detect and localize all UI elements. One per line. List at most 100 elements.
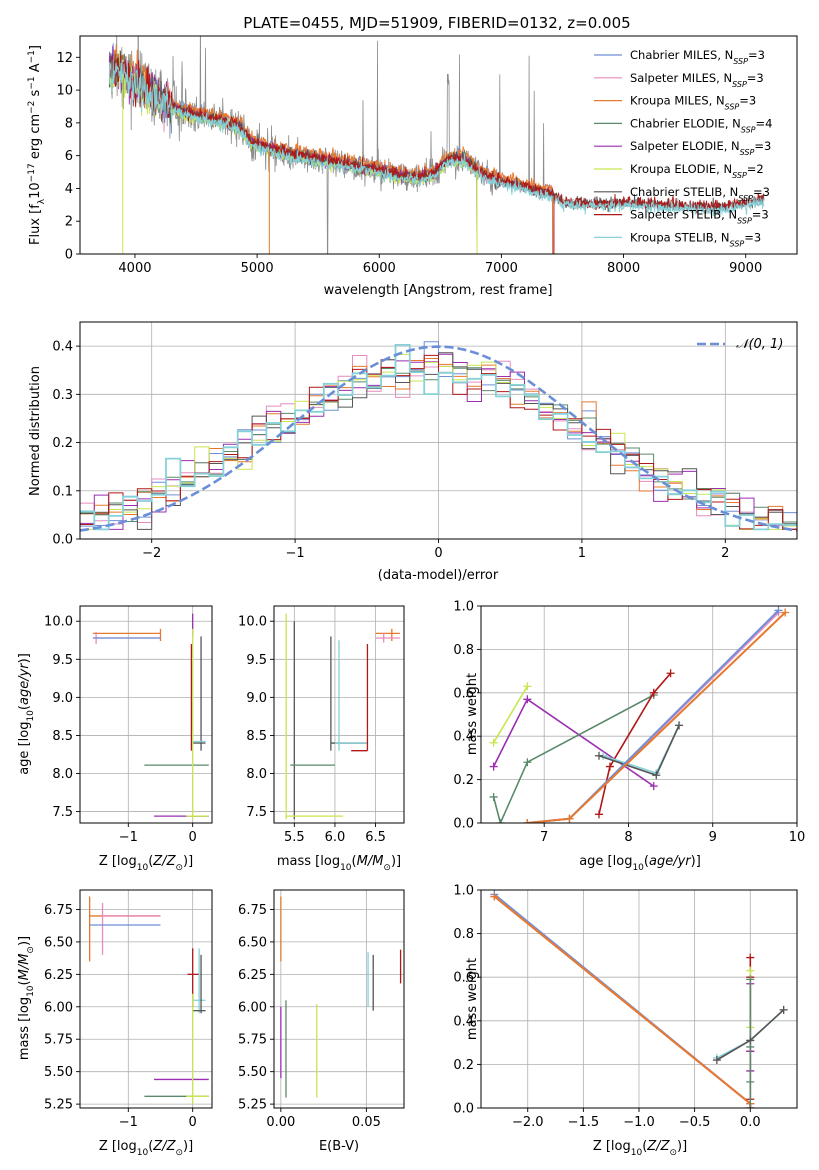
errorbar-kroupa-miles (92, 628, 162, 642)
legend-label-text: Chabrier MILES, N (630, 48, 733, 62)
legend-label-n: =3 (748, 48, 765, 62)
y-tick-label: 9.5 (246, 653, 267, 668)
x-axis-label: mass [log10(M/M⊙)] (277, 854, 401, 873)
y-tick-label: 6.25 (238, 968, 267, 983)
label-part: A (28, 63, 43, 76)
x-tick-label: −1 (119, 1115, 138, 1130)
label-part: 10 (28, 182, 43, 199)
x-tick-label: −2 (142, 546, 161, 561)
y-axis-label: mass weight (465, 958, 480, 1040)
legend-label-sub: SSP (733, 57, 748, 66)
normal-distribution-curve (80, 345, 797, 532)
label-part: Z [log (99, 1139, 137, 1154)
y-tick-label: 9.0 (52, 691, 73, 706)
z-weight-plot-area (490, 890, 788, 1108)
legend-label-text: Salpeter ELODIE, N (630, 139, 740, 153)
label-part: −1 (27, 50, 37, 63)
series-marker-chabrier_stelib (594, 751, 603, 760)
x-tick-label: 0 (189, 1115, 197, 1130)
y-tick-label: 0.0 (453, 1102, 474, 1117)
label-part: Z [log (99, 854, 137, 869)
errorbar-salpeter-miles (101, 902, 161, 955)
label-part: ( (352, 854, 357, 869)
model-spectrum-kroupa_stelib (108, 59, 765, 217)
label-part: −1 (27, 76, 37, 89)
age-weight-plot-area (489, 606, 790, 823)
series-marker-chabrier_miles (774, 606, 783, 615)
y-tick-label: 5.50 (44, 1065, 73, 1080)
x-axis-label: age [log10(age/yr)] (579, 854, 701, 873)
axes-frame (480, 605, 798, 824)
series-marker-chabrier_stelib (779, 1005, 788, 1014)
errorbar-kroupa-stelib (192, 948, 206, 1014)
y-tick-label: 8.5 (52, 729, 73, 744)
y-tick-label: 6.50 (44, 935, 73, 950)
axes-frame (79, 321, 798, 540)
z-mass-plot-area (89, 896, 209, 1105)
y-axis-label: age [log10(age/yr)] (17, 653, 36, 775)
errorbar-salpeter-stelib (351, 644, 369, 752)
axes-frame (79, 35, 798, 255)
y-tick-label: 2 (65, 215, 73, 230)
y-tick-label: 0.2 (453, 773, 474, 788)
x-tick-label: −1 (286, 546, 305, 561)
x-axis-label: E(B-V) (319, 1139, 359, 1154)
label-part: −17 (27, 163, 37, 182)
errorbar-salpeter-miles (375, 632, 400, 643)
y-tick-label: 0.2 (52, 436, 73, 451)
label-part: )] (17, 936, 32, 946)
label-part: ⊙ (669, 1148, 677, 1158)
series-marker-kroupa_miles (781, 608, 790, 617)
series-line-salpeter_elodie (492, 698, 655, 787)
y-tick-label: 6.25 (44, 968, 73, 983)
series-marker-chabrier_stelib (746, 1036, 755, 1045)
y-tick-label: 8.0 (246, 767, 267, 782)
y-tick-label: 0.1 (52, 484, 73, 499)
y-tick-label: 0.0 (453, 817, 474, 832)
label-part: 10 (26, 710, 36, 722)
y-tick-label: 7.5 (246, 805, 267, 820)
x-tick-label: −1.0 (623, 1115, 655, 1130)
axes-frame (79, 605, 213, 824)
legend-label-n: =3 (739, 94, 756, 108)
ebv-mass-plot-area (280, 896, 402, 1098)
z-mass-axes: −1 05.255.505.756.006.256.506.75Z [log10(… (17, 889, 213, 1158)
series-marker-chabrier_elodie (523, 758, 532, 767)
series-marker-kroupa_miles (523, 819, 532, 823)
legend-label-salpeter_miles: Salpeter MILES, NSSP=3 (630, 71, 764, 89)
y-tick-label: 5.25 (44, 1098, 73, 1113)
axes-frame (273, 889, 405, 1109)
x-tick-label: 0 (189, 830, 197, 845)
legend-label-text: Chabrier ELODIE, N (630, 116, 741, 130)
legend-label-kroupa_stelib: Kroupa STELIB, NSSP=3 (630, 230, 761, 248)
y-tick-label: 10.0 (238, 615, 267, 630)
y-axis-label: Flux [fλ10−17 erg cm−2 s−1 A−1] (27, 45, 47, 245)
y-tick-label: 7.5 (52, 805, 73, 820)
x-tick-label: 8000 (607, 261, 640, 276)
legend-label-kroupa_elodie: Kroupa ELODIE, NSSP=2 (630, 162, 764, 180)
y-tick-label: 6 (65, 149, 73, 164)
x-tick-label: 9 (709, 830, 717, 845)
model-spectrum-kroupa_miles (108, 44, 554, 254)
z-age-axes: −1 07.58.08.59.09.510.0Z [log10(Z/Z⊙)]age… (17, 605, 213, 873)
y-tick-label: 0.3 (52, 388, 73, 403)
errorbar-chabrier-stelib (192, 954, 206, 1014)
series-line-kroupa_elodie (492, 685, 528, 744)
errorbar-kroupa-elodie (186, 628, 209, 820)
label-part: λ (37, 198, 47, 204)
label-part: s (28, 89, 43, 100)
x-tick-label: −1 (119, 830, 138, 845)
x-tick-label: 6.5 (365, 830, 386, 845)
label-part: age [log (17, 722, 32, 775)
z-weight-axes: −2.0 −1.5 −1.0 −0.5 0.0 0.0 0.2 0.4 0.6 0.8 1.0 Z [… (453, 884, 798, 1158)
legend-label-n: =3 (747, 71, 764, 85)
x-axis-label: Z [log10(Z/Z⊙)] (99, 854, 193, 873)
errorbar-chabrier-stelib (192, 636, 206, 751)
y-axis-label: mass [log10(M/M⊙)] (17, 936, 36, 1060)
series-marker-salpeter_elodie (489, 762, 498, 771)
errorbar-kroupa-elodie (186, 993, 209, 1105)
y-tick-label: 6.00 (44, 1000, 73, 1015)
series-marker-salpeter_stelib (649, 688, 658, 697)
series-marker-kroupa_miles (565, 814, 574, 823)
y-tick-label: 8.5 (246, 729, 267, 744)
